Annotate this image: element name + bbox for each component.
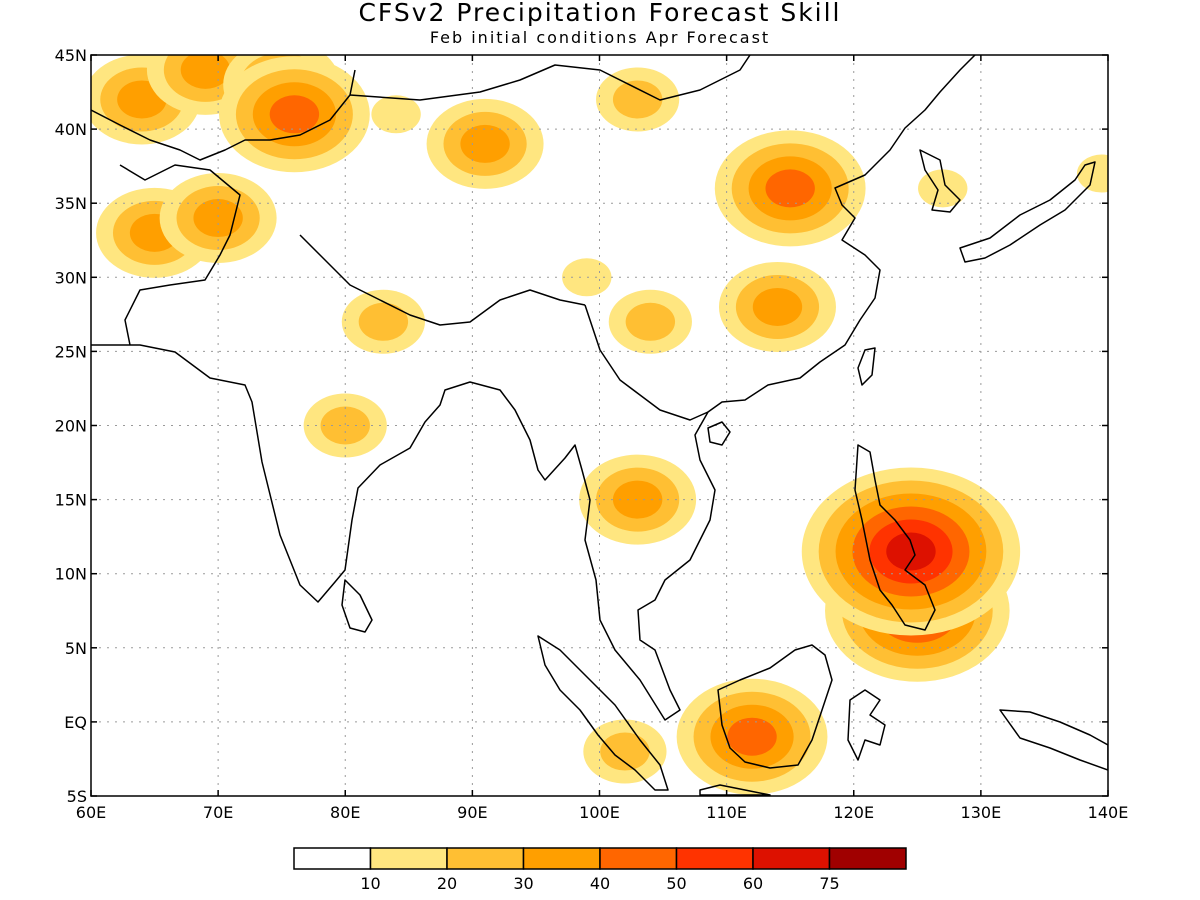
legend-label: 40 (590, 874, 610, 893)
legend-swatch (599, 847, 678, 870)
y-tick-label: 10N (55, 565, 87, 584)
legend-label: 60 (743, 874, 763, 893)
legend-swatch (675, 847, 754, 870)
coastline-asia (91, 55, 976, 721)
chart-subtitle: Feb initial conditions Apr Forecast (429, 28, 771, 47)
skill-band-10 (371, 95, 421, 134)
x-tick-label: 120E (833, 803, 874, 822)
legend-swatch (828, 847, 907, 870)
y-tick-label: 45N (55, 46, 87, 65)
x-tick-label: 100E (579, 803, 620, 822)
skill-region-9 (714, 130, 866, 247)
y-tick-label: 30N (55, 268, 87, 287)
y-tick-label: 20N (55, 417, 87, 436)
skill-region-13 (341, 289, 425, 354)
x-tick-label: 80E (330, 803, 360, 822)
y-tick-label: 15N (55, 491, 87, 510)
skill-region-11 (608, 289, 692, 354)
skill-region-5 (159, 173, 277, 264)
y-tick-label: 5N (65, 639, 87, 658)
border-mongolia (349, 55, 751, 101)
legend-label: 30 (513, 874, 533, 893)
chart-title: CFSv2 Precipitation Forecast Skill (358, 0, 842, 27)
legend-swatch (293, 847, 372, 870)
skill-region-16 (676, 678, 828, 795)
y-tick-label: 5S (67, 787, 87, 806)
skill-band-30 (752, 287, 803, 326)
coastline-korea (919, 149, 961, 213)
coastline-sumatra (537, 635, 669, 791)
coastlines (91, 55, 1108, 796)
skill-region-10 (718, 261, 836, 352)
legend-label: 75 (819, 874, 839, 893)
coastline-philippines (854, 444, 936, 631)
x-tick-label: 70E (203, 803, 233, 822)
legend-swatch (752, 847, 831, 870)
legend-label: 20 (437, 874, 457, 893)
skill-region-21 (1076, 154, 1108, 193)
skill-region-12 (562, 258, 612, 297)
gridlines (91, 55, 1108, 796)
y-tick-label: 25N (55, 342, 87, 361)
legend-label: 10 (360, 874, 380, 893)
skill-band-10 (562, 258, 612, 297)
x-tick-label: 60E (76, 803, 106, 822)
border-central-asia (91, 69, 356, 161)
skill-band-60 (886, 532, 936, 571)
skill-region-17 (583, 719, 667, 784)
skill-band-40 (269, 95, 320, 134)
y-tick-label: 40N (55, 120, 87, 139)
skill-band-20 (320, 406, 370, 445)
legend-swatch (369, 847, 448, 870)
skill-band-30 (180, 55, 231, 89)
skill-band-20 (625, 302, 676, 341)
skill-band-20 (600, 732, 650, 771)
skill-band-40 (727, 717, 777, 756)
legend-swatch (522, 847, 601, 870)
coastline-new-guinea (999, 709, 1108, 771)
border-iran-afghan (119, 164, 241, 346)
x-tick-label: 140E (1088, 803, 1129, 822)
skill-region-8 (596, 67, 680, 132)
x-tick-label: 110E (706, 803, 747, 822)
skill-band-30 (460, 124, 510, 163)
skill-region-6 (371, 95, 421, 134)
axis-ticks: 60E 70E 80E 90E 100E 110E 120E 130E 140E 5S EQ 5N 10… (55, 46, 1129, 822)
x-tick-label: 90E (457, 803, 487, 822)
skill-band-20 (612, 80, 663, 119)
skill-region-7 (426, 98, 544, 189)
x-tick-label: 130E (961, 803, 1002, 822)
y-tick-label: EQ (64, 713, 87, 732)
skill-band-10 (1076, 154, 1108, 193)
skill-region-19 (801, 467, 1021, 636)
skill-field-layer (91, 55, 1108, 795)
skill-band-30 (193, 199, 243, 238)
skill-band-40 (765, 169, 815, 208)
coastline-japan (959, 161, 1096, 263)
coastline-sulawesi (847, 689, 886, 761)
coastline-borneo (717, 644, 833, 769)
coastline-srilanka (341, 579, 373, 633)
legend-label: 50 (666, 874, 686, 893)
y-tick-label: 35N (55, 194, 87, 213)
skill-region-14 (303, 393, 387, 458)
legend-swatch (446, 847, 525, 870)
skill-region-15 (579, 454, 697, 545)
coastline-taiwan (857, 347, 876, 386)
skill-band-20 (358, 302, 409, 341)
skill-band-30 (612, 480, 663, 519)
border-himalaya (299, 234, 586, 326)
coastline-hainan (707, 421, 731, 446)
border-indochina (584, 304, 709, 421)
color-legend: 10 20 30 40 50 60 75 (293, 847, 907, 893)
coastline-java (699, 784, 771, 796)
skill-region-3 (219, 56, 370, 173)
